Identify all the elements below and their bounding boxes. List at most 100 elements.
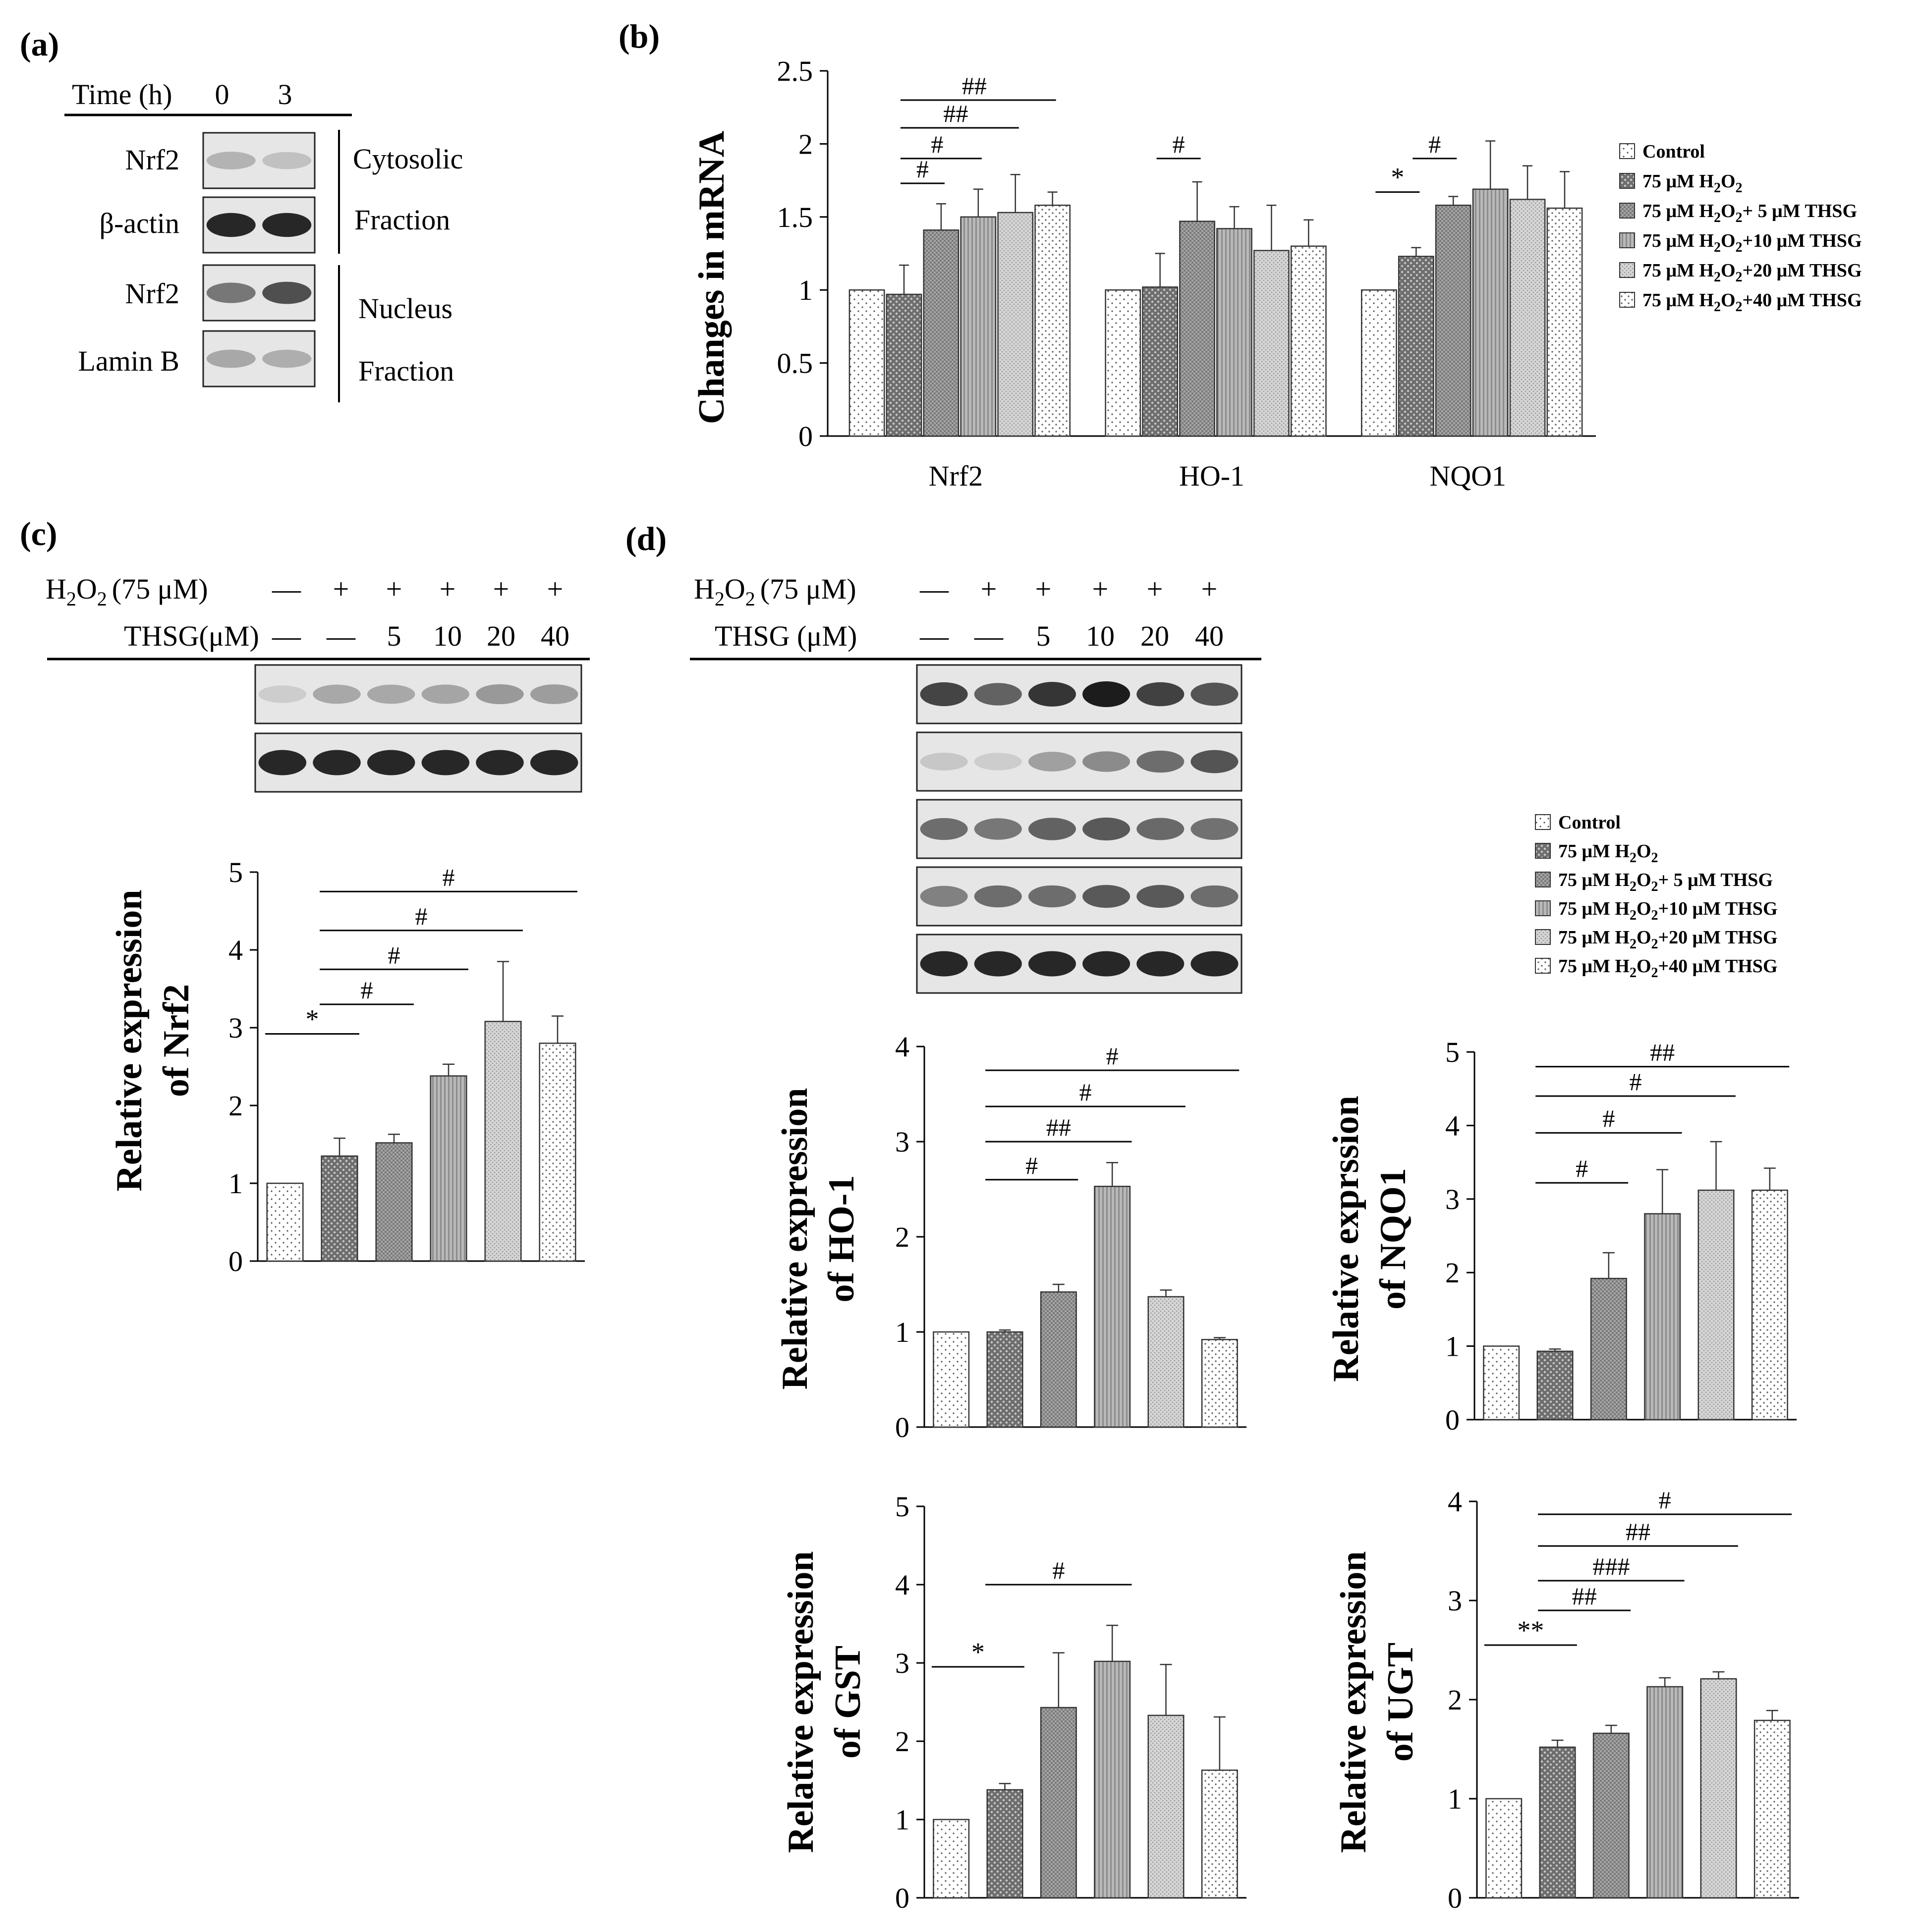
bar bbox=[1539, 1746, 1576, 1899]
bar bbox=[1435, 204, 1471, 437]
legend-label: 75 μM H2O2+40 μM THSG bbox=[1642, 290, 1862, 315]
blot-band bbox=[421, 684, 470, 704]
y-tick-label: 5 bbox=[228, 856, 243, 888]
bar bbox=[923, 229, 960, 437]
blot-frame bbox=[916, 799, 1243, 859]
legend-swatch bbox=[1619, 262, 1635, 278]
blot-band bbox=[1028, 951, 1076, 977]
panel-a-label: (a) bbox=[20, 25, 59, 63]
blot-band bbox=[530, 684, 578, 704]
y-tick-label: 1 bbox=[895, 1804, 909, 1836]
legend-label: Control bbox=[1642, 141, 1705, 162]
legend-label: 75 μM H2O2+20 μM THSG bbox=[1558, 927, 1778, 952]
d2-y-axis-title-2: of NQO1 bbox=[1373, 1168, 1413, 1310]
y-tick-label: 4 bbox=[1445, 1109, 1460, 1142]
blot-band bbox=[1136, 682, 1185, 707]
blot-band bbox=[262, 152, 312, 169]
legend-label: 75 μM H2O2+40 μM THSG bbox=[1558, 956, 1778, 981]
thsg-value: 5 bbox=[1036, 620, 1051, 652]
significance-mark: # bbox=[388, 941, 400, 969]
blot-band bbox=[1028, 682, 1076, 707]
y-tick-label: 3 bbox=[228, 1012, 243, 1044]
y-tick-label: 1 bbox=[1445, 1330, 1460, 1363]
bar bbox=[1700, 1678, 1737, 1899]
d4-y-axis-title-2: of UGT bbox=[1380, 1643, 1421, 1762]
y-tick-label: 0 bbox=[895, 1882, 909, 1914]
bar bbox=[933, 1819, 970, 1899]
thsg-value: 20 bbox=[1140, 620, 1169, 652]
significance-mark: * bbox=[1391, 163, 1404, 192]
significance-mark: ## bbox=[1626, 1518, 1650, 1546]
blot-band bbox=[421, 750, 470, 775]
blot-frame bbox=[202, 132, 316, 189]
h2o2-sign: — bbox=[272, 573, 301, 605]
y-tick-label: 0 bbox=[1445, 1404, 1460, 1436]
blot-band bbox=[530, 750, 578, 775]
significance-mark: ## bbox=[962, 72, 987, 100]
bar bbox=[1546, 207, 1583, 437]
significance-mark: # bbox=[415, 902, 428, 930]
thsg-value: — bbox=[272, 620, 301, 652]
blot-band bbox=[920, 818, 968, 840]
blot-band bbox=[920, 951, 968, 977]
bar bbox=[1646, 1686, 1684, 1899]
h2o2-sign: + bbox=[386, 573, 402, 605]
legend-swatch bbox=[1619, 203, 1635, 219]
y-tick-label: 5 bbox=[895, 1490, 909, 1523]
a-row-label: Nrf2 bbox=[125, 144, 179, 176]
significance-mark: # bbox=[931, 130, 943, 158]
blot-band bbox=[1190, 682, 1239, 706]
blot-band bbox=[1190, 951, 1239, 977]
legend-label: 75 μM H2O2+10 μM THSG bbox=[1558, 898, 1778, 923]
h2o2-sign: + bbox=[1201, 573, 1218, 605]
bar bbox=[539, 1043, 576, 1262]
h2o2-sign: + bbox=[1035, 573, 1052, 605]
blot-frame bbox=[916, 664, 1243, 724]
bar bbox=[1201, 1769, 1238, 1899]
y-tick-label: 3 bbox=[895, 1126, 909, 1158]
thsg-value: 10 bbox=[1086, 620, 1115, 652]
fraction-label: Cytosolic bbox=[353, 143, 463, 175]
x-category-label: Nrf2 bbox=[929, 460, 983, 492]
d-h2o2-h: H bbox=[694, 573, 715, 605]
blot-band bbox=[1190, 818, 1239, 840]
bar bbox=[1034, 204, 1071, 437]
blot-band bbox=[920, 682, 968, 707]
bar bbox=[1147, 1714, 1185, 1899]
significance-mark: ## bbox=[1046, 1113, 1071, 1141]
y-tick-label: 0 bbox=[1448, 1882, 1462, 1914]
y-tick-label: 4 bbox=[228, 934, 243, 966]
legend-swatch bbox=[1535, 900, 1551, 916]
blot-band bbox=[974, 753, 1022, 771]
blot-band bbox=[974, 683, 1022, 706]
x-category-label: HO-1 bbox=[1179, 460, 1244, 492]
bar bbox=[997, 212, 1034, 437]
bar bbox=[933, 1331, 970, 1428]
bar bbox=[1697, 1189, 1735, 1421]
h2o2-sign: + bbox=[547, 573, 564, 605]
fraction-label: Fraction bbox=[358, 355, 454, 387]
blot-band bbox=[476, 750, 524, 775]
legend-swatch bbox=[1535, 843, 1551, 859]
bar bbox=[986, 1331, 1023, 1428]
y-tick-label: 3 bbox=[1448, 1585, 1462, 1617]
blot-band bbox=[367, 684, 415, 704]
legend-swatch bbox=[1619, 173, 1635, 189]
blot-band bbox=[1136, 884, 1185, 908]
blot-band bbox=[262, 281, 312, 304]
blot-band bbox=[1082, 884, 1131, 908]
d2-y-axis-title-1: Relative exprssion bbox=[1326, 1096, 1366, 1382]
significance-mark: ## bbox=[1572, 1582, 1597, 1610]
blot-band bbox=[1082, 951, 1131, 977]
blot-band bbox=[1082, 751, 1131, 772]
b-y-axis-title: Changes in mRNA bbox=[691, 131, 732, 424]
a-row-label: Nrf2 bbox=[125, 277, 179, 310]
blot-band bbox=[974, 885, 1022, 908]
bar bbox=[1753, 1719, 1791, 1899]
significance-mark: # bbox=[1106, 1042, 1119, 1070]
blot-frame bbox=[254, 732, 582, 793]
bar bbox=[1361, 289, 1397, 437]
c-h2o2-label: H2O2 (75 μM) bbox=[46, 573, 208, 610]
bar bbox=[1147, 1296, 1185, 1428]
significance-mark: # bbox=[1025, 1152, 1038, 1179]
